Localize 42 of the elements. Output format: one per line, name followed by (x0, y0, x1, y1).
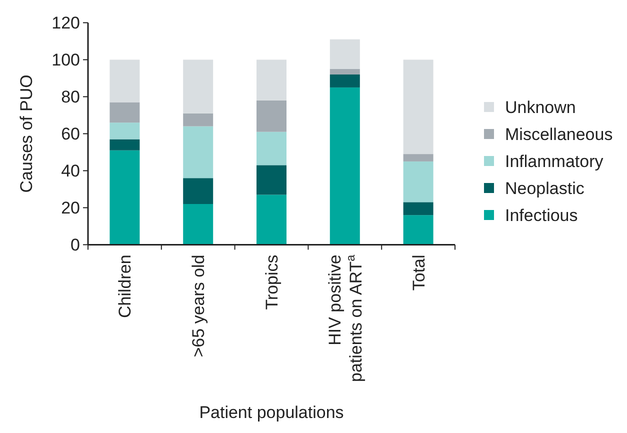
bar (403, 215, 434, 245)
bar (183, 178, 214, 204)
bar (256, 165, 286, 195)
y-tick-label: 100 (52, 50, 80, 70)
bar (256, 100, 286, 132)
x-tick-label: Total (409, 254, 428, 291)
bar (403, 161, 434, 202)
y-tick-label: 0 (70, 236, 80, 255)
x-tick-label: Tropics (262, 254, 282, 310)
bar (110, 102, 140, 123)
bar (183, 113, 214, 126)
bar (256, 194, 286, 245)
legend-label: Infectious (505, 206, 578, 225)
bar (330, 39, 360, 69)
bar (403, 154, 434, 162)
y-tick-label: 60 (61, 124, 80, 144)
bar (183, 126, 214, 178)
bar (256, 60, 286, 100)
y-tick-label: 80 (61, 88, 80, 107)
bar (403, 60, 434, 154)
y-tick-label: 40 (61, 162, 80, 181)
legend-label: Inflammatory (505, 152, 604, 171)
bar (110, 139, 140, 150)
legend-label: Neoplastic (505, 178, 585, 198)
bar (330, 68, 360, 74)
legend-label: Miscellaneous (505, 124, 613, 144)
bar (256, 132, 286, 166)
bar (110, 150, 140, 245)
bar (403, 202, 434, 216)
y-tick-label: 120 (52, 14, 80, 33)
bar (183, 204, 214, 245)
y-tick-label: 20 (61, 198, 80, 218)
x-tick-label: Children (116, 254, 135, 318)
y-axis-title: Causes of PUO (17, 74, 36, 193)
legend-label: Unknown (505, 98, 576, 117)
bar (110, 122, 140, 140)
bar (330, 87, 360, 245)
x-tick-label: >65 years old (189, 254, 208, 358)
bar (330, 74, 360, 88)
bar (110, 60, 140, 102)
bar (183, 60, 214, 114)
x-axis-title: Patient populations (199, 403, 344, 422)
